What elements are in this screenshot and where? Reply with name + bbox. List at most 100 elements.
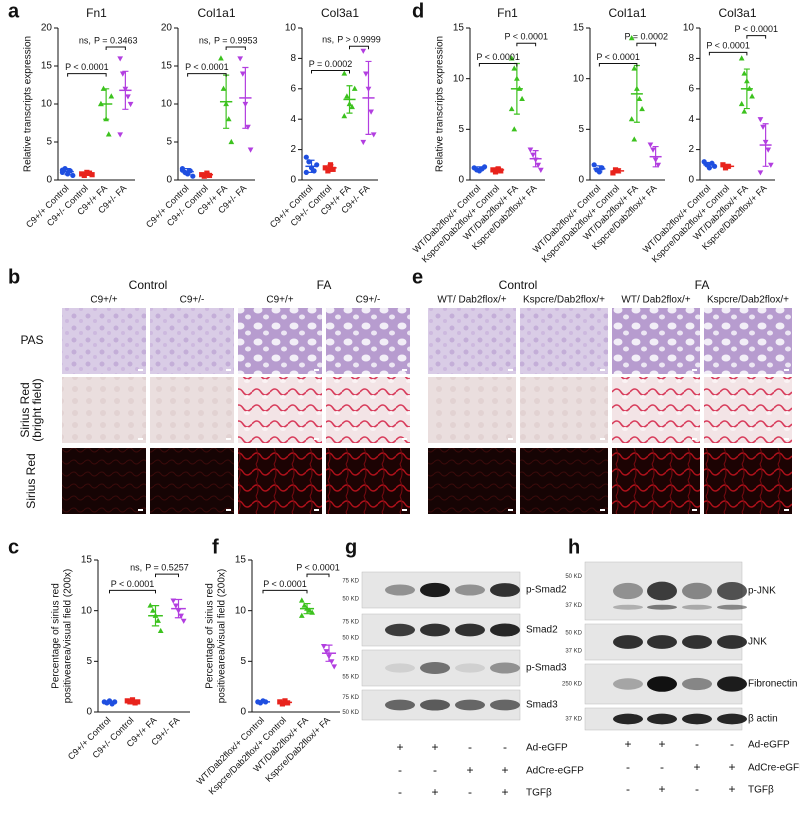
comparison-label: P < 0.0001 xyxy=(596,52,640,62)
blot-band xyxy=(717,635,747,649)
blot-band xyxy=(682,713,712,725)
data-point xyxy=(245,124,251,130)
y-axis-label: positivearea/visual field (200x) xyxy=(63,569,74,704)
data-point xyxy=(303,154,309,160)
blot-band xyxy=(420,623,450,637)
data-point xyxy=(247,147,254,153)
mw-marker: 50 KD xyxy=(565,631,582,637)
error-bar xyxy=(706,161,713,168)
y-tick-label: 15 xyxy=(41,61,53,72)
blot-band xyxy=(385,699,415,711)
error-bar xyxy=(259,700,267,704)
treatment-sign: + xyxy=(431,740,438,754)
row-label: (bright field) xyxy=(30,378,44,441)
y-tick-label: 0 xyxy=(290,175,296,186)
group-header: FA xyxy=(317,278,332,292)
blot-band xyxy=(647,713,677,725)
scale-bar xyxy=(138,438,143,440)
micrograph xyxy=(520,377,608,443)
y-tick-label: 10 xyxy=(161,99,173,110)
data-point xyxy=(650,147,656,153)
error-bar xyxy=(184,168,191,176)
blot-band xyxy=(717,581,747,601)
data-point xyxy=(70,172,76,179)
y-tick-label: 6 xyxy=(290,83,296,94)
data-point xyxy=(760,124,766,130)
data-point xyxy=(306,607,313,613)
data-point xyxy=(628,35,635,41)
mw-marker: 37 KD xyxy=(565,649,582,655)
column-header: C9+/+ xyxy=(266,295,293,306)
comparison-label: P < 0.0001 xyxy=(65,62,109,72)
y-tick-label: 5 xyxy=(458,124,464,135)
y-tick-label: 0 xyxy=(688,175,694,186)
data-point xyxy=(218,55,224,61)
data-point xyxy=(738,55,745,61)
data-point xyxy=(631,136,638,142)
blot-band xyxy=(682,677,712,691)
treatment-sign: + xyxy=(396,740,403,754)
row-label: PAS xyxy=(20,333,43,347)
y-tick-label: 5 xyxy=(166,137,172,148)
data-point xyxy=(220,85,227,91)
panel-label: g xyxy=(345,536,357,558)
treatment-sign: - xyxy=(626,782,630,796)
data-point xyxy=(363,71,369,77)
y-tick-label: 10 xyxy=(41,99,53,110)
scale-bar xyxy=(508,369,513,371)
data-point xyxy=(89,172,95,178)
panel-label: c xyxy=(8,536,19,558)
micrograph xyxy=(238,308,322,374)
y-tick-label: 4 xyxy=(290,114,296,125)
scale-bar xyxy=(600,509,605,511)
data-point xyxy=(173,603,179,609)
y-tick-label: 15 xyxy=(161,61,173,72)
panel-label: h xyxy=(568,536,580,558)
error-bar xyxy=(495,167,502,173)
data-point xyxy=(749,93,755,99)
data-point xyxy=(303,169,309,175)
group-header: Control xyxy=(499,278,538,292)
comparison-label: P < 0.0001 xyxy=(476,52,520,62)
blot-band xyxy=(647,676,677,692)
comparison-bracket xyxy=(708,51,748,56)
error-bar xyxy=(532,150,539,168)
scale-bar xyxy=(138,509,143,511)
data-point xyxy=(125,94,131,100)
comparison-bracket xyxy=(478,62,518,67)
data-point xyxy=(591,162,597,168)
data-point xyxy=(157,627,164,634)
scale-bar xyxy=(600,369,605,371)
treatment-sign: + xyxy=(693,760,700,774)
x-tick-label: Kspcre/Dab2flox/+ Control xyxy=(540,183,622,265)
scale-bar xyxy=(508,438,513,440)
data-point xyxy=(117,132,124,138)
column-header: Kspcre/Dab2flox/+ xyxy=(707,295,789,306)
comparison-label: P = 0.0002 xyxy=(624,32,668,42)
mw-marker: 50 KD xyxy=(565,574,582,580)
blot-band xyxy=(385,623,415,637)
data-point xyxy=(239,71,246,77)
data-point xyxy=(767,162,774,168)
treatment-sign: - xyxy=(626,760,630,774)
blot-band xyxy=(490,662,520,674)
data-point xyxy=(639,105,645,112)
mw-marker: 75 KD xyxy=(342,695,359,701)
error-bar xyxy=(281,700,289,704)
y-axis-label: Relative transcripts expression xyxy=(435,36,446,172)
data-point xyxy=(655,162,662,168)
treatment-label: Ad-eGFP xyxy=(748,740,790,751)
comparison-label: P = 0.5257 xyxy=(145,563,189,573)
scale-bar xyxy=(784,438,789,440)
blot-band xyxy=(613,604,643,610)
treatment-sign: + xyxy=(431,785,438,799)
comparison-bracket xyxy=(225,46,246,50)
data-point xyxy=(150,607,156,613)
y-tick-label: 0 xyxy=(46,175,52,186)
chart-title: Fn1 xyxy=(86,6,107,20)
treatment-sign: - xyxy=(730,737,734,751)
treatment-label: TGFβ xyxy=(526,788,552,799)
micrograph xyxy=(704,448,792,514)
data-point xyxy=(170,598,177,604)
y-tick-label: 6 xyxy=(688,83,694,94)
